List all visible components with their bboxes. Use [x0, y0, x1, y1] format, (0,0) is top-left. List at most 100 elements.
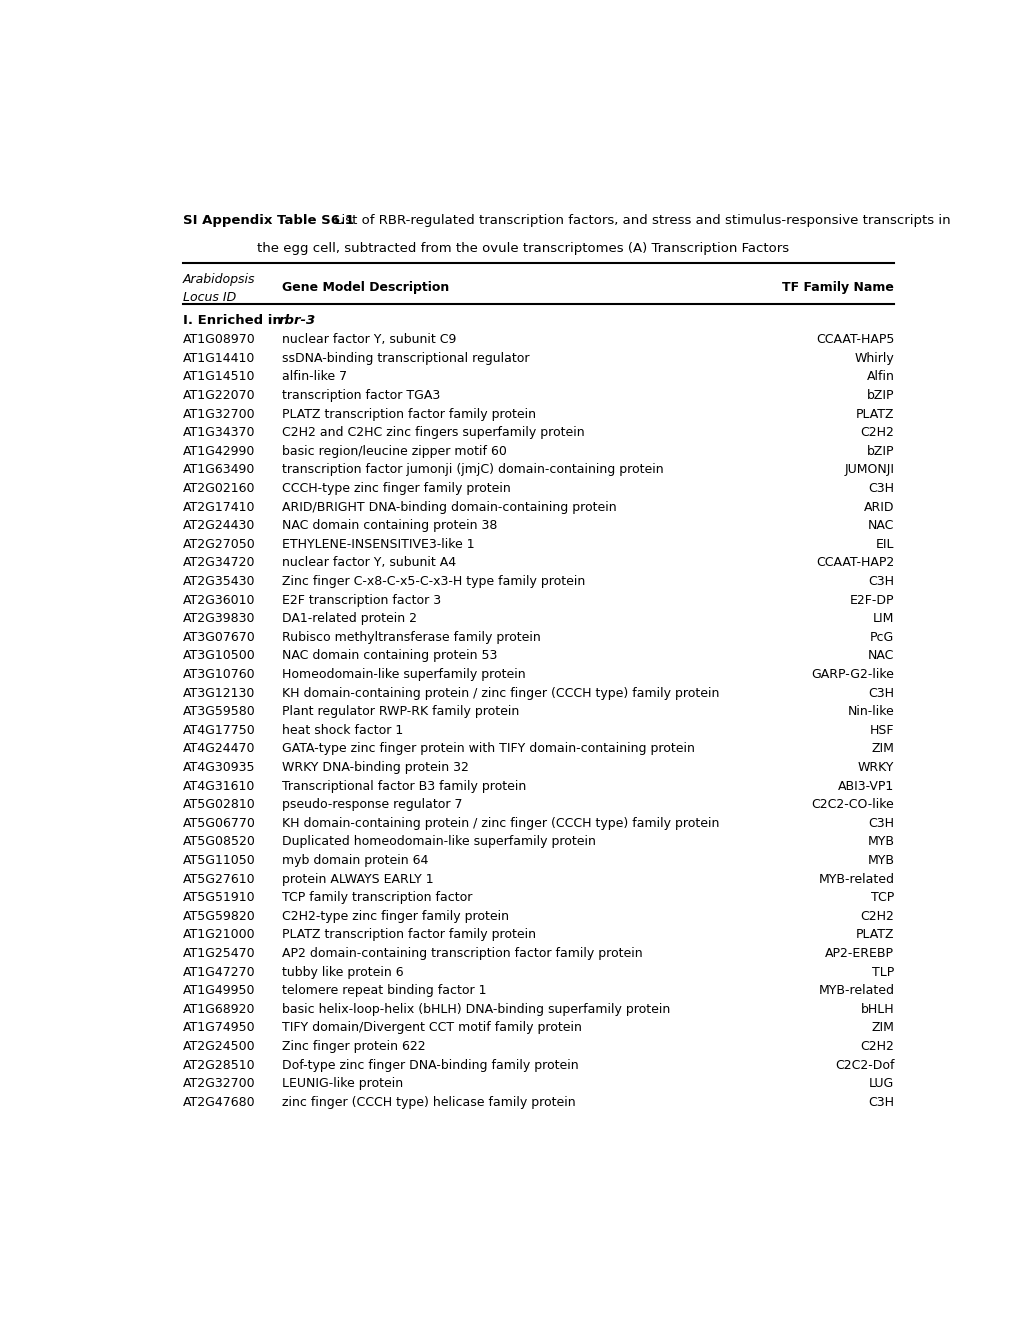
- Text: I. Enriched in: I. Enriched in: [182, 314, 286, 327]
- Text: Plant regulator RWP-RK family protein: Plant regulator RWP-RK family protein: [281, 705, 519, 718]
- Text: NAC: NAC: [867, 649, 894, 663]
- Text: AT3G12130: AT3G12130: [182, 686, 255, 700]
- Text: alfin-like 7: alfin-like 7: [281, 371, 346, 383]
- Text: JUMONJI: JUMONJI: [844, 463, 894, 477]
- Text: ARID/BRIGHT DNA-binding domain-containing protein: ARID/BRIGHT DNA-binding domain-containin…: [281, 500, 615, 513]
- Text: AT1G49950: AT1G49950: [182, 985, 255, 997]
- Text: PLATZ transcription factor family protein: PLATZ transcription factor family protei…: [281, 928, 535, 941]
- Text: AT2G32700: AT2G32700: [182, 1077, 255, 1090]
- Text: MYB: MYB: [866, 854, 894, 867]
- Text: AT1G63490: AT1G63490: [182, 463, 255, 477]
- Text: Rubisco methyltransferase family protein: Rubisco methyltransferase family protein: [281, 631, 540, 644]
- Text: C2C2-CO-like: C2C2-CO-like: [811, 799, 894, 812]
- Text: Alfin: Alfin: [865, 371, 894, 383]
- Text: EIL: EIL: [875, 537, 894, 550]
- Text: tubby like protein 6: tubby like protein 6: [281, 966, 403, 978]
- Text: E2F transcription factor 3: E2F transcription factor 3: [281, 594, 440, 607]
- Text: AT3G10500: AT3G10500: [182, 649, 256, 663]
- Text: AT4G24470: AT4G24470: [182, 742, 255, 755]
- Text: heat shock factor 1: heat shock factor 1: [281, 723, 403, 737]
- Text: LUG: LUG: [868, 1077, 894, 1090]
- Text: AT5G02810: AT5G02810: [182, 799, 256, 812]
- Text: AT5G08520: AT5G08520: [182, 836, 256, 849]
- Text: AT2G36010: AT2G36010: [182, 594, 255, 607]
- Text: the egg cell, subtracted from the ovule transcriptomes (A) Transcription Factors: the egg cell, subtracted from the ovule …: [257, 242, 788, 255]
- Text: AT1G14410: AT1G14410: [182, 352, 255, 364]
- Text: AT5G51910: AT5G51910: [182, 891, 255, 904]
- Text: LIM: LIM: [872, 612, 894, 626]
- Text: PLATZ transcription factor family protein: PLATZ transcription factor family protei…: [281, 408, 535, 421]
- Text: bHLH: bHLH: [860, 1003, 894, 1016]
- Text: Arabidopsis: Arabidopsis: [182, 273, 255, 286]
- Text: AT4G30935: AT4G30935: [182, 762, 255, 774]
- Text: Locus ID: Locus ID: [182, 290, 235, 304]
- Text: AT3G59580: AT3G59580: [182, 705, 256, 718]
- Text: WRKY DNA-binding protein 32: WRKY DNA-binding protein 32: [281, 762, 468, 774]
- Text: AP2-EREBP: AP2-EREBP: [824, 946, 894, 960]
- Text: AT2G39830: AT2G39830: [182, 612, 255, 626]
- Text: AT1G42990: AT1G42990: [182, 445, 255, 458]
- Text: AT1G08970: AT1G08970: [182, 333, 256, 346]
- Text: List of RBR-regulated transcription factors, and stress and stimulus-responsive : List of RBR-regulated transcription fact…: [329, 214, 950, 227]
- Text: AT1G68920: AT1G68920: [182, 1003, 255, 1016]
- Text: AT1G47270: AT1G47270: [182, 966, 255, 978]
- Text: pseudo-response regulator 7: pseudo-response regulator 7: [281, 799, 462, 812]
- Text: AT2G02160: AT2G02160: [182, 482, 255, 495]
- Text: CCCH-type zinc finger family protein: CCCH-type zinc finger family protein: [281, 482, 510, 495]
- Text: AT1G14510: AT1G14510: [182, 371, 255, 383]
- Text: Nin-like: Nin-like: [847, 705, 894, 718]
- Text: AT2G24500: AT2G24500: [182, 1040, 255, 1053]
- Text: PLATZ: PLATZ: [855, 408, 894, 421]
- Text: AT1G32700: AT1G32700: [182, 408, 255, 421]
- Text: AT2G27050: AT2G27050: [182, 537, 256, 550]
- Text: basic region/leucine zipper motif 60: basic region/leucine zipper motif 60: [281, 445, 506, 458]
- Text: ZIM: ZIM: [870, 1022, 894, 1035]
- Text: TIFY domain/Divergent CCT motif family protein: TIFY domain/Divergent CCT motif family p…: [281, 1022, 581, 1035]
- Text: AT3G07670: AT3G07670: [182, 631, 256, 644]
- Text: AT5G06770: AT5G06770: [182, 817, 256, 830]
- Text: Zinc finger protein 622: Zinc finger protein 622: [281, 1040, 425, 1053]
- Text: PcG: PcG: [869, 631, 894, 644]
- Text: bZIP: bZIP: [866, 445, 894, 458]
- Text: KH domain-containing protein / zinc finger (CCCH type) family protein: KH domain-containing protein / zinc fing…: [281, 817, 718, 830]
- Text: AT1G22070: AT1G22070: [182, 389, 255, 403]
- Text: WRKY: WRKY: [857, 762, 894, 774]
- Text: AT1G34370: AT1G34370: [182, 426, 255, 440]
- Text: GARP-G2-like: GARP-G2-like: [811, 668, 894, 681]
- Text: C2H2-type zinc finger family protein: C2H2-type zinc finger family protein: [281, 909, 508, 923]
- Text: AT5G27610: AT5G27610: [182, 873, 255, 886]
- Text: C3H: C3H: [867, 817, 894, 830]
- Text: ETHYLENE-INSENSITIVE3-like 1: ETHYLENE-INSENSITIVE3-like 1: [281, 537, 474, 550]
- Text: C2C2-Dof: C2C2-Dof: [834, 1059, 894, 1072]
- Text: ssDNA-binding transcriptional regulator: ssDNA-binding transcriptional regulator: [281, 352, 529, 364]
- Text: C3H: C3H: [867, 1096, 894, 1109]
- Text: Zinc finger C-x8-C-x5-C-x3-H type family protein: Zinc finger C-x8-C-x5-C-x3-H type family…: [281, 576, 584, 587]
- Text: LEUNIG-like protein: LEUNIG-like protein: [281, 1077, 403, 1090]
- Text: telomere repeat binding factor 1: telomere repeat binding factor 1: [281, 985, 486, 997]
- Text: CCAAT-HAP5: CCAAT-HAP5: [815, 333, 894, 346]
- Text: zinc finger (CCCH type) helicase family protein: zinc finger (CCCH type) helicase family …: [281, 1096, 575, 1109]
- Text: DA1-related protein 2: DA1-related protein 2: [281, 612, 416, 626]
- Text: AP2 domain-containing transcription factor family protein: AP2 domain-containing transcription fact…: [281, 946, 642, 960]
- Text: Transcriptional factor B3 family protein: Transcriptional factor B3 family protein: [281, 780, 526, 792]
- Text: AT2G35430: AT2G35430: [182, 576, 255, 587]
- Text: AT3G10760: AT3G10760: [182, 668, 255, 681]
- Text: TLP: TLP: [871, 966, 894, 978]
- Text: ZIM: ZIM: [870, 742, 894, 755]
- Text: PLATZ: PLATZ: [855, 928, 894, 941]
- Text: AT1G21000: AT1G21000: [182, 928, 255, 941]
- Text: rbr-3: rbr-3: [278, 314, 316, 327]
- Text: Homeodomain-like superfamily protein: Homeodomain-like superfamily protein: [281, 668, 525, 681]
- Text: C3H: C3H: [867, 686, 894, 700]
- Text: NAC: NAC: [867, 519, 894, 532]
- Text: AT2G28510: AT2G28510: [182, 1059, 255, 1072]
- Text: AT1G74950: AT1G74950: [182, 1022, 255, 1035]
- Text: C2H2: C2H2: [860, 1040, 894, 1053]
- Text: C3H: C3H: [867, 482, 894, 495]
- Text: protein ALWAYS EARLY 1: protein ALWAYS EARLY 1: [281, 873, 433, 886]
- Text: C2H2: C2H2: [860, 909, 894, 923]
- Text: transcription factor jumonji (jmjC) domain-containing protein: transcription factor jumonji (jmjC) doma…: [281, 463, 662, 477]
- Text: Dof-type zinc finger DNA-binding family protein: Dof-type zinc finger DNA-binding family …: [281, 1059, 578, 1072]
- Text: bZIP: bZIP: [866, 389, 894, 403]
- Text: Duplicated homeodomain-like superfamily protein: Duplicated homeodomain-like superfamily …: [281, 836, 595, 849]
